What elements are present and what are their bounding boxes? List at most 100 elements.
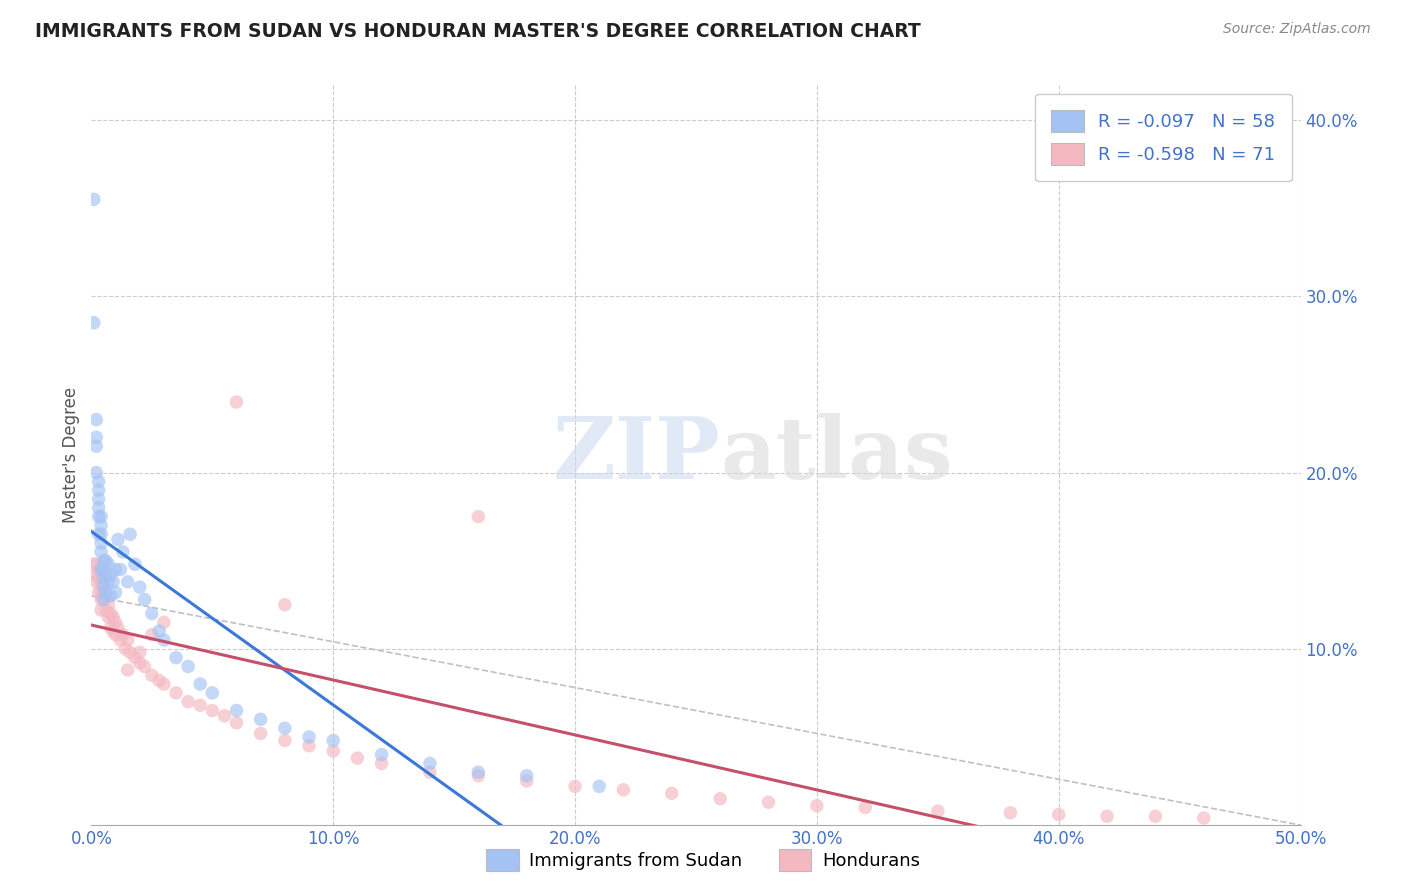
Point xyxy=(110,633,132,648)
Point xyxy=(87,491,110,506)
Point xyxy=(419,765,441,780)
Point xyxy=(225,395,247,409)
Point xyxy=(84,567,107,582)
Point xyxy=(93,562,115,576)
Point xyxy=(84,412,107,426)
Point xyxy=(83,192,105,206)
Point xyxy=(124,650,146,665)
Point xyxy=(83,316,105,330)
Point xyxy=(93,571,115,585)
Point xyxy=(90,536,112,550)
Point xyxy=(97,574,120,589)
Point xyxy=(758,795,780,809)
Legend: R = -0.097   N = 58, R = -0.598   N = 71: R = -0.097 N = 58, R = -0.598 N = 71 xyxy=(1035,94,1292,181)
Point xyxy=(128,645,150,659)
Point xyxy=(90,545,112,559)
Point xyxy=(94,554,117,568)
Point xyxy=(90,592,112,607)
Point xyxy=(516,774,538,789)
Point xyxy=(104,585,127,599)
Point xyxy=(104,562,127,576)
Point xyxy=(117,633,139,648)
Point xyxy=(165,686,187,700)
Point xyxy=(128,656,150,670)
Point xyxy=(419,756,441,771)
Point xyxy=(188,698,211,713)
Point xyxy=(93,580,115,594)
Point xyxy=(274,721,297,735)
Point xyxy=(1192,811,1215,825)
Point xyxy=(201,686,224,700)
Point xyxy=(104,615,127,630)
Point xyxy=(107,621,129,635)
Point xyxy=(370,756,392,771)
Point xyxy=(110,562,132,576)
Point xyxy=(148,624,170,639)
Point xyxy=(111,628,134,642)
Point xyxy=(94,589,117,603)
Point xyxy=(90,562,112,576)
Point xyxy=(249,726,271,740)
Point xyxy=(87,509,110,524)
Point xyxy=(87,571,110,585)
Point xyxy=(90,603,112,617)
Point xyxy=(107,533,129,547)
Point xyxy=(165,650,187,665)
Text: atlas: atlas xyxy=(720,413,953,497)
Point xyxy=(322,744,344,758)
Point xyxy=(201,704,224,718)
Point xyxy=(101,574,124,589)
Point xyxy=(114,641,136,656)
Point xyxy=(100,621,122,635)
Point xyxy=(141,668,163,682)
Point xyxy=(467,765,489,780)
Point xyxy=(84,574,107,589)
Point xyxy=(153,677,176,691)
Y-axis label: Master's Degree: Master's Degree xyxy=(62,387,80,523)
Point xyxy=(274,733,297,747)
Point xyxy=(87,585,110,599)
Point xyxy=(97,598,120,612)
Point xyxy=(214,708,236,723)
Point xyxy=(709,791,731,805)
Point xyxy=(661,786,683,800)
Point xyxy=(90,585,112,599)
Point xyxy=(225,704,247,718)
Point xyxy=(153,615,176,630)
Text: IMMIGRANTS FROM SUDAN VS HONDURAN MASTER'S DEGREE CORRELATION CHART: IMMIGRANTS FROM SUDAN VS HONDURAN MASTER… xyxy=(35,22,921,41)
Point xyxy=(134,659,156,673)
Point xyxy=(93,580,115,594)
Point xyxy=(97,610,120,624)
Point xyxy=(128,580,150,594)
Point xyxy=(806,798,828,813)
Point xyxy=(1144,809,1167,823)
Point xyxy=(225,715,247,730)
Point xyxy=(1095,809,1118,823)
Point xyxy=(467,509,489,524)
Point xyxy=(177,695,200,709)
Point xyxy=(93,592,115,607)
Point xyxy=(87,483,110,498)
Point xyxy=(124,558,146,572)
Legend: Immigrants from Sudan, Hondurans: Immigrants from Sudan, Hondurans xyxy=(479,842,927,879)
Point xyxy=(97,558,120,572)
Point xyxy=(90,518,112,533)
Point xyxy=(612,782,634,797)
Point xyxy=(100,607,122,621)
Point xyxy=(298,739,321,753)
Point xyxy=(153,633,176,648)
Point xyxy=(84,558,107,572)
Point xyxy=(927,804,949,818)
Point xyxy=(120,645,142,659)
Point xyxy=(346,751,368,765)
Point xyxy=(117,663,139,677)
Point xyxy=(564,780,586,794)
Point xyxy=(100,589,122,603)
Point xyxy=(120,527,142,541)
Point xyxy=(87,500,110,515)
Point xyxy=(1047,807,1070,822)
Point xyxy=(148,673,170,688)
Text: Source: ZipAtlas.com: Source: ZipAtlas.com xyxy=(1223,22,1371,37)
Point xyxy=(588,780,610,794)
Point xyxy=(84,439,107,453)
